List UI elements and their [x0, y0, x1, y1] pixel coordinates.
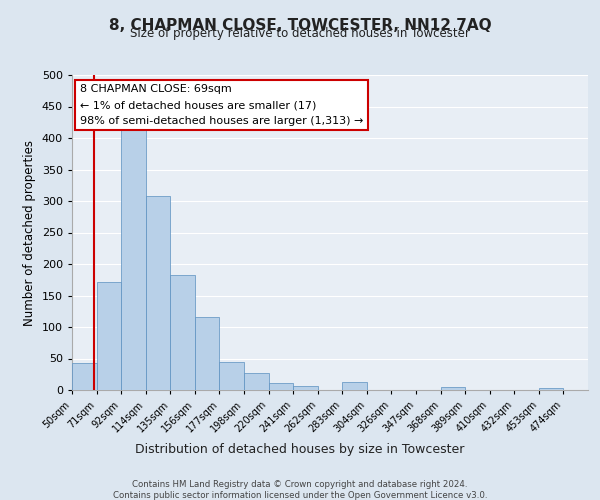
- Bar: [195, 317, 220, 390]
- Bar: [146, 196, 170, 390]
- Bar: [121, 126, 146, 390]
- Y-axis label: Number of detached properties: Number of detached properties: [23, 140, 36, 326]
- Bar: [539, 388, 563, 390]
- Text: Contains HM Land Registry data © Crown copyright and database right 2024.: Contains HM Land Registry data © Crown c…: [132, 480, 468, 489]
- Text: 8 CHAPMAN CLOSE: 69sqm
← 1% of detached houses are smaller (17)
98% of semi-deta: 8 CHAPMAN CLOSE: 69sqm ← 1% of detached …: [80, 84, 363, 126]
- Bar: [220, 362, 244, 390]
- Bar: [342, 382, 367, 390]
- Text: 8, CHAPMAN CLOSE, TOWCESTER, NN12 7AQ: 8, CHAPMAN CLOSE, TOWCESTER, NN12 7AQ: [109, 18, 491, 32]
- Text: Size of property relative to detached houses in Towcester: Size of property relative to detached ho…: [130, 28, 470, 40]
- Bar: [97, 282, 121, 390]
- Bar: [72, 363, 97, 390]
- Bar: [244, 373, 269, 390]
- Text: Contains public sector information licensed under the Open Government Licence v3: Contains public sector information licen…: [113, 491, 487, 500]
- Bar: [269, 383, 293, 390]
- Bar: [440, 388, 465, 390]
- Bar: [170, 274, 195, 390]
- Text: Distribution of detached houses by size in Towcester: Distribution of detached houses by size …: [136, 442, 464, 456]
- Bar: [293, 386, 318, 390]
